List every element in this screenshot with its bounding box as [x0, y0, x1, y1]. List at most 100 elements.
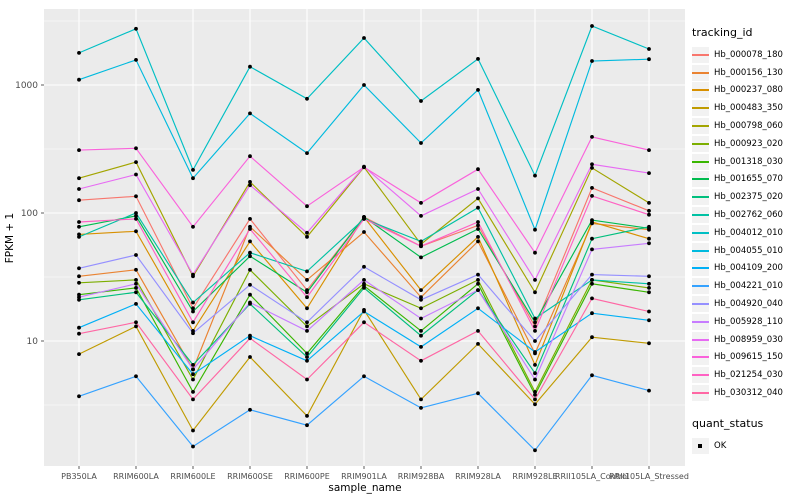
- data-point: [191, 372, 195, 377]
- quant-status-item: OK: [692, 437, 798, 455]
- data-point: [647, 201, 651, 205]
- data-point: [476, 57, 480, 61]
- data-point: [533, 290, 537, 295]
- data-point: [419, 406, 423, 410]
- data-point: [419, 99, 423, 103]
- data-point: [248, 250, 252, 255]
- data-point: [647, 236, 651, 241]
- data-point: [134, 26, 138, 31]
- data-point: [590, 373, 594, 378]
- data-point: [77, 51, 81, 55]
- data-point: [419, 358, 423, 363]
- data-point: [533, 371, 537, 376]
- legend-item: Hb_005928_110: [692, 313, 798, 331]
- data-point: [191, 309, 195, 314]
- data-point: [134, 194, 138, 199]
- data-point: [305, 230, 309, 235]
- point-key-swatch: [692, 437, 709, 454]
- data-point: [248, 254, 252, 259]
- data-point: [77, 297, 81, 302]
- data-point: [476, 205, 480, 210]
- data-point: [647, 148, 651, 153]
- data-point: [647, 290, 651, 295]
- legend-item: Hb_008959_030: [692, 331, 798, 349]
- data-point: [476, 88, 480, 92]
- legend-item-label: Hb_000237_080: [714, 85, 783, 96]
- data-point: [248, 227, 252, 231]
- line-swatch-icon: [692, 142, 709, 145]
- data-point: [476, 187, 480, 191]
- data-point: [590, 166, 594, 170]
- data-point: [191, 306, 195, 311]
- data-point: [590, 296, 594, 301]
- data-point: [476, 391, 480, 396]
- data-point: [77, 187, 81, 191]
- data-point: [476, 227, 480, 231]
- legend-item: Hb_004920_040: [692, 295, 798, 313]
- point-icon: [698, 443, 702, 448]
- legend-key-swatch: [692, 189, 709, 206]
- legend-items: Hb_000078_180 Hb_000156_130 Hb_000237_080 H…: [692, 46, 798, 402]
- data-point: [134, 278, 138, 282]
- data-point: [533, 402, 537, 407]
- legend-key-swatch: [692, 296, 709, 313]
- data-point: [305, 320, 309, 325]
- data-point: [134, 253, 138, 257]
- legend-item: Hb_004221_010: [692, 277, 798, 295]
- legend-item-label: Hb_002375_020: [714, 192, 783, 203]
- line-swatch-icon: [692, 71, 709, 74]
- legend-item-label: Hb_008959_030: [714, 334, 783, 345]
- data-point: [533, 320, 537, 325]
- quant-status-label: OK: [714, 440, 727, 451]
- data-point: [248, 333, 252, 338]
- legend-item-label: Hb_021254_030: [714, 370, 783, 381]
- data-point: [77, 280, 81, 285]
- x-tick-label: RRIM901LA: [341, 472, 387, 481]
- legend-item: Hb_000237_080: [692, 82, 798, 100]
- data-point: [77, 148, 81, 153]
- data-point: [191, 397, 195, 402]
- data-point: [476, 220, 480, 224]
- data-point: [134, 146, 138, 151]
- data-point: [476, 272, 480, 277]
- legend-item: Hb_000798_060: [692, 117, 798, 135]
- data-point: [305, 295, 309, 300]
- line-swatch-icon: [692, 320, 709, 323]
- data-point: [305, 351, 309, 356]
- data-point: [647, 57, 651, 62]
- data-point: [134, 320, 138, 325]
- data-point: [77, 394, 81, 399]
- data-point: [305, 324, 309, 329]
- line-swatch-icon: [692, 178, 709, 181]
- data-point: [134, 267, 138, 272]
- data-point: [590, 272, 594, 277]
- line-swatch-icon: [692, 196, 709, 199]
- data-point: [533, 377, 537, 382]
- data-point: [134, 302, 138, 306]
- legend-key-swatch: [692, 82, 709, 99]
- x-tick-label: RRIM600SE: [227, 472, 273, 481]
- line-swatch-icon: [692, 231, 709, 234]
- data-point: [134, 217, 138, 221]
- data-point: [248, 300, 252, 305]
- data-point: [419, 297, 423, 302]
- data-point: [248, 64, 252, 69]
- data-point: [77, 198, 81, 203]
- legend-item-label: Hb_000923_020: [714, 138, 783, 149]
- data-point: [362, 264, 366, 269]
- data-point: [362, 278, 366, 282]
- legend-item-label: Hb_005928_110: [714, 316, 783, 327]
- data-point: [590, 194, 594, 198]
- legend-key-swatch: [692, 100, 709, 117]
- data-point: [134, 324, 138, 329]
- y-tick-label: 100: [21, 209, 38, 219]
- legend-key-swatch: [692, 46, 709, 63]
- line-swatch-icon: [692, 374, 709, 377]
- legend-item-label: Hb_004920_040: [714, 299, 783, 310]
- data-point: [476, 167, 480, 172]
- legend-item: Hb_000483_350: [692, 99, 798, 117]
- data-point: [647, 47, 651, 51]
- line-swatch-icon: [692, 89, 709, 92]
- legend-item-label: Hb_009615_150: [714, 352, 783, 363]
